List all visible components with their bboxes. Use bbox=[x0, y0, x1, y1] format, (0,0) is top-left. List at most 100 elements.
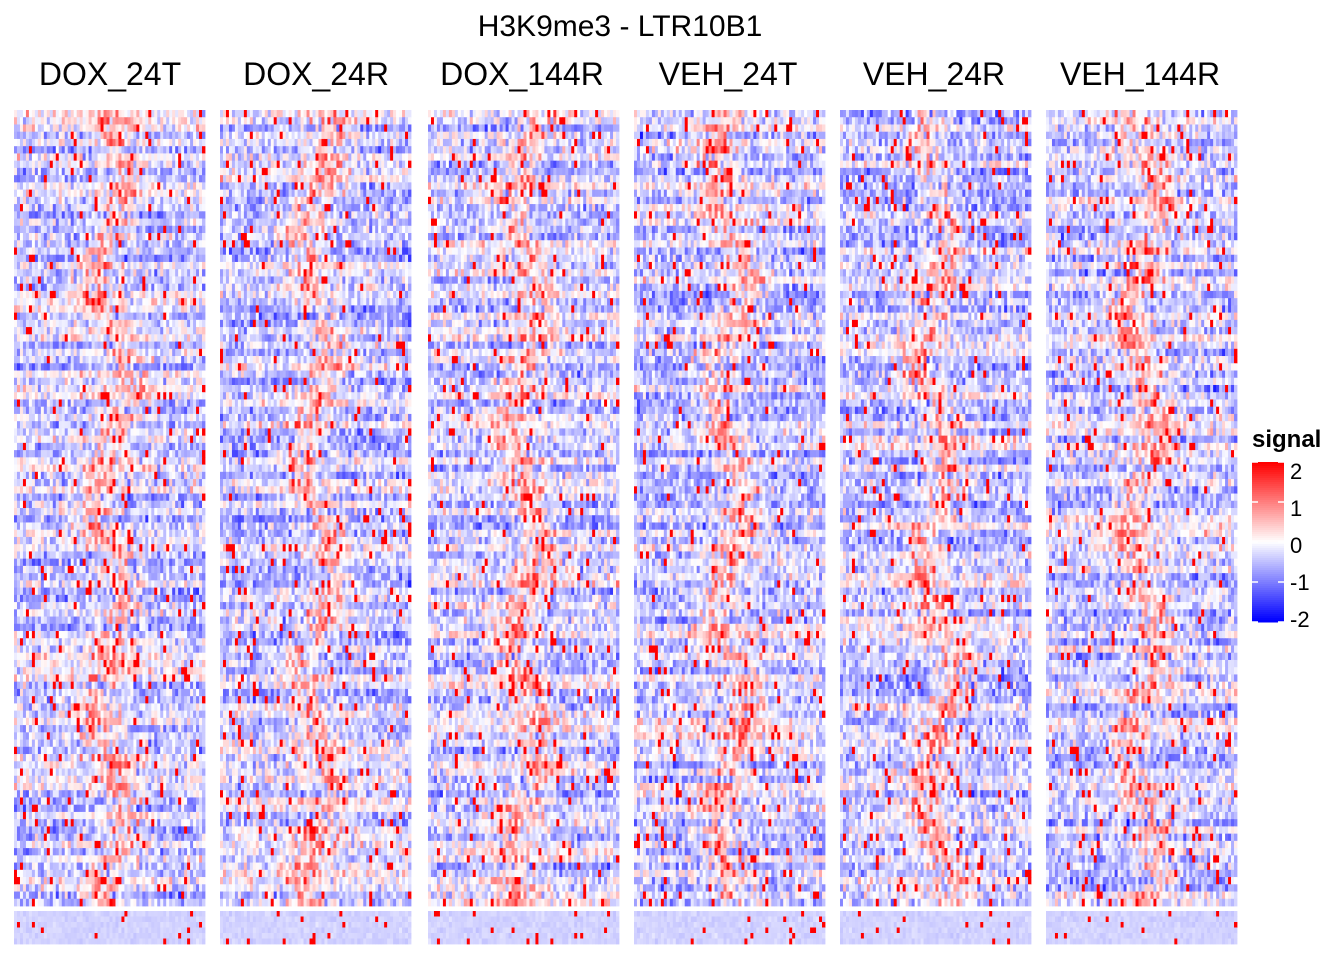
heatmap-cell bbox=[196, 182, 199, 190]
heatmap-cell bbox=[50, 537, 53, 545]
heatmap-cell bbox=[107, 537, 110, 545]
heatmap-cell bbox=[59, 645, 62, 653]
heatmap-cell bbox=[98, 226, 101, 234]
heatmap-cell bbox=[38, 168, 41, 176]
heatmap-cell bbox=[68, 255, 71, 263]
heatmap-cell bbox=[175, 139, 178, 147]
heatmap-cell bbox=[26, 588, 29, 596]
heatmap-cell bbox=[139, 645, 142, 653]
heatmap-cell bbox=[181, 197, 184, 205]
heatmap-cell bbox=[145, 132, 148, 140]
heatmap-cell bbox=[95, 450, 98, 458]
heatmap-cell bbox=[68, 559, 71, 567]
heatmap-cell bbox=[130, 660, 133, 668]
heatmap-cell bbox=[95, 168, 98, 176]
heatmap-cell bbox=[89, 573, 92, 581]
heatmap-cell bbox=[62, 544, 65, 552]
heatmap-cell bbox=[136, 168, 139, 176]
heatmap-cell bbox=[151, 522, 154, 530]
heatmap-cell bbox=[38, 559, 41, 567]
heatmap-cell bbox=[95, 407, 98, 415]
heatmap-cell bbox=[133, 190, 136, 198]
heatmap-cell bbox=[202, 522, 205, 530]
heatmap-cell bbox=[148, 342, 151, 350]
heatmap-cell bbox=[148, 465, 151, 473]
heatmap-cell bbox=[199, 269, 202, 277]
heatmap-cell bbox=[26, 291, 29, 299]
heatmap-cell bbox=[136, 190, 139, 198]
heatmap-cell bbox=[38, 609, 41, 617]
heatmap-cell bbox=[139, 479, 142, 487]
heatmap-cell bbox=[92, 190, 95, 198]
heatmap-cell bbox=[65, 537, 68, 545]
heatmap-cell bbox=[20, 110, 23, 118]
heatmap-cell bbox=[95, 219, 98, 227]
heatmap-cell bbox=[145, 588, 148, 596]
heatmap-cell bbox=[187, 378, 190, 386]
heatmap-cell bbox=[53, 573, 56, 581]
heatmap-cell bbox=[98, 371, 101, 379]
heatmap-cell bbox=[121, 117, 124, 125]
heatmap-cell bbox=[112, 450, 115, 458]
heatmap-cell bbox=[86, 110, 89, 118]
heatmap-cell bbox=[136, 580, 139, 588]
heatmap-cell bbox=[86, 291, 89, 299]
heatmap-cell bbox=[35, 450, 38, 458]
heatmap-cell bbox=[50, 580, 53, 588]
heatmap-cell bbox=[175, 624, 178, 632]
heatmap-cell bbox=[175, 421, 178, 429]
heatmap-cell bbox=[166, 298, 169, 306]
heatmap-cell bbox=[59, 247, 62, 255]
heatmap-cell bbox=[196, 233, 199, 241]
heatmap-cell bbox=[65, 255, 68, 263]
heatmap-cell bbox=[89, 537, 92, 545]
heatmap-cell bbox=[160, 342, 163, 350]
heatmap-cell bbox=[193, 313, 196, 321]
heatmap-cell bbox=[154, 428, 157, 436]
heatmap-cell bbox=[71, 421, 74, 429]
heatmap-cell bbox=[154, 291, 157, 299]
heatmap-cell bbox=[172, 588, 175, 596]
heatmap-cell bbox=[101, 378, 104, 386]
heatmap-cell bbox=[104, 399, 107, 407]
heatmap-cell bbox=[178, 226, 181, 234]
heatmap-cell bbox=[202, 559, 205, 567]
heatmap-cell bbox=[148, 219, 151, 227]
heatmap-cell bbox=[74, 175, 77, 183]
heatmap-cell bbox=[53, 255, 56, 263]
heatmap-cell bbox=[136, 342, 139, 350]
heatmap-cell bbox=[50, 168, 53, 176]
heatmap-cell bbox=[139, 132, 142, 140]
heatmap-cell bbox=[26, 363, 29, 371]
heatmap-cell bbox=[154, 378, 157, 386]
heatmap-cell bbox=[101, 660, 104, 668]
heatmap-cell bbox=[199, 443, 202, 451]
heatmap-cell bbox=[124, 363, 127, 371]
heatmap-cell bbox=[154, 450, 157, 458]
heatmap-cell bbox=[62, 457, 65, 465]
heatmap-cell bbox=[130, 269, 133, 277]
heatmap-cell bbox=[193, 226, 196, 234]
heatmap-cell bbox=[65, 197, 68, 205]
heatmap-cell bbox=[184, 190, 187, 198]
heatmap-cell bbox=[160, 182, 163, 190]
heatmap-cell bbox=[110, 334, 113, 342]
heatmap-cell bbox=[86, 153, 89, 161]
heatmap-cell bbox=[59, 284, 62, 292]
heatmap-cell bbox=[181, 262, 184, 270]
heatmap-cell bbox=[160, 494, 163, 502]
heatmap-cell bbox=[160, 211, 163, 219]
heatmap-cell bbox=[50, 240, 53, 248]
heatmap-cell bbox=[56, 602, 59, 610]
heatmap-cell bbox=[112, 645, 115, 653]
heatmap-cell bbox=[127, 371, 130, 379]
heatmap-cell bbox=[62, 645, 65, 653]
heatmap-cell bbox=[145, 421, 148, 429]
heatmap-cell bbox=[124, 168, 127, 176]
heatmap-cell bbox=[142, 428, 145, 436]
heatmap-cell bbox=[32, 305, 35, 313]
heatmap-cell bbox=[38, 530, 41, 538]
heatmap-cell bbox=[77, 305, 80, 313]
heatmap-cell bbox=[124, 175, 127, 183]
heatmap-cell bbox=[148, 211, 151, 219]
